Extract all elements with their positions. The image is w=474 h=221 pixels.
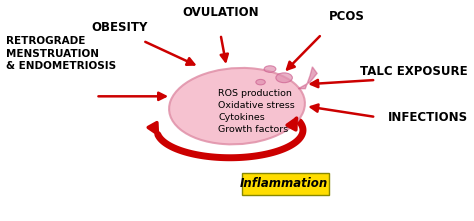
Text: Inflammation: Inflammation	[240, 177, 328, 190]
Ellipse shape	[276, 73, 292, 83]
Ellipse shape	[264, 66, 276, 72]
Text: RETROGRADE
MENSTRUATION
& ENDOMETRIOSIS: RETROGRADE MENSTRUATION & ENDOMETRIOSIS	[6, 36, 116, 71]
Ellipse shape	[169, 68, 305, 144]
Polygon shape	[298, 67, 317, 89]
Text: TALC EXPOSURE: TALC EXPOSURE	[360, 65, 468, 78]
Text: Growth factors: Growth factors	[218, 125, 288, 133]
FancyBboxPatch shape	[242, 173, 329, 194]
Text: INFECTIONS: INFECTIONS	[388, 110, 468, 124]
Ellipse shape	[256, 79, 265, 85]
Text: Cytokines: Cytokines	[218, 112, 265, 122]
Text: PCOS: PCOS	[329, 10, 365, 23]
Text: Oxidative stress: Oxidative stress	[218, 101, 295, 110]
Text: OBESITY: OBESITY	[91, 21, 147, 34]
Text: ROS production: ROS production	[218, 89, 292, 97]
Text: OVULATION: OVULATION	[182, 6, 259, 19]
